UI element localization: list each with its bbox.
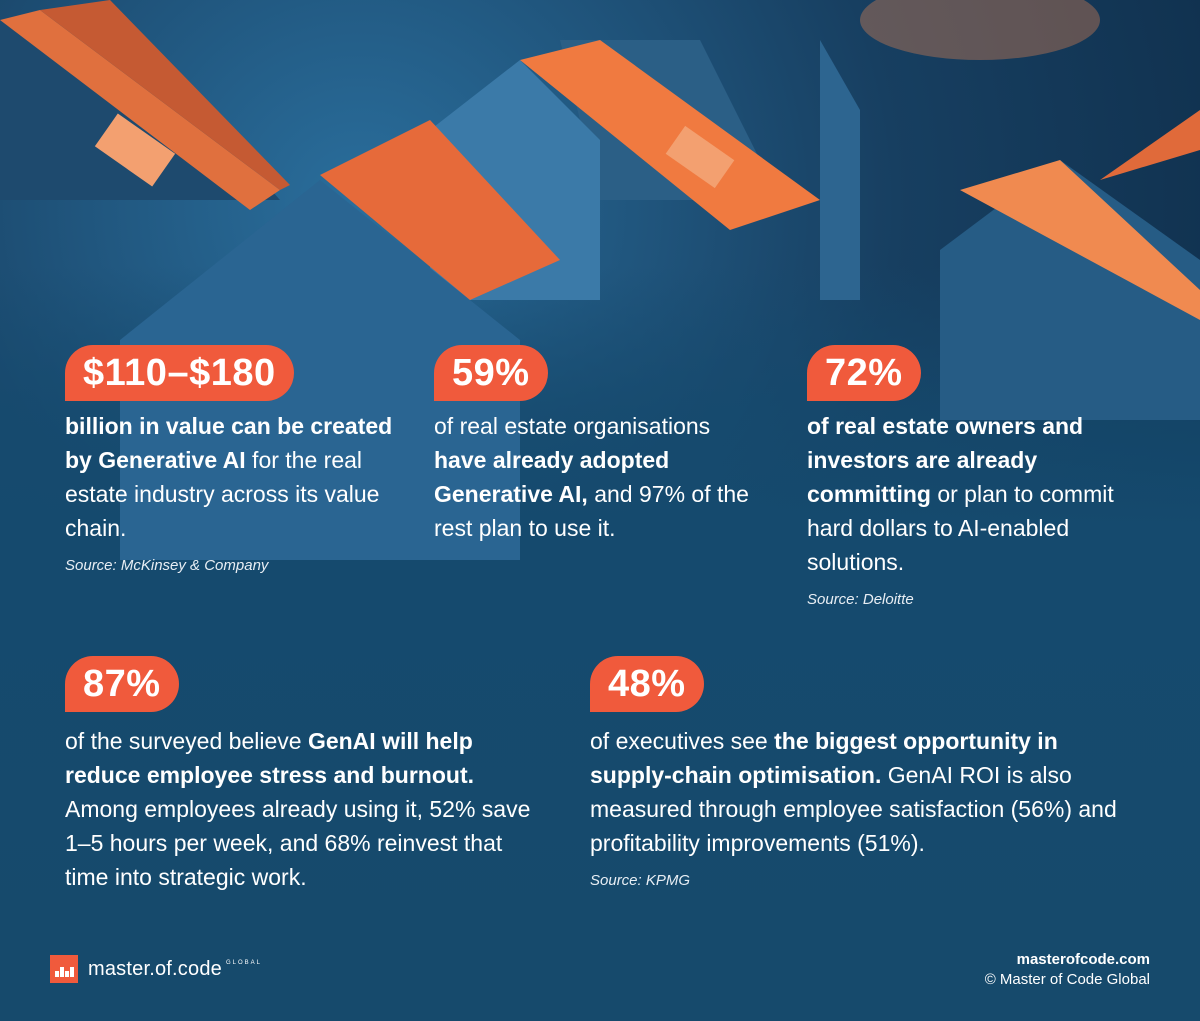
stat-source: Source: McKinsey & Company <box>65 557 269 574</box>
footer-credits: masterofcode.com © Master of Code Global <box>985 950 1150 990</box>
stat-employee-stress: 87% of the surveyed believe GenAI will h… <box>65 656 535 894</box>
stat-plain-text: of the surveyed believe <box>65 728 308 754</box>
stat-bold-text: have already adopted Generative AI, <box>434 447 670 507</box>
stat-source: Source: KPMG <box>590 872 691 889</box>
stat-bold-text: the biggest opportunity in supply-chain … <box>590 728 1058 788</box>
stat-description: of executives see the biggest opportunit… <box>590 724 1130 860</box>
stat-description: billion in value can be created by Gener… <box>65 409 395 545</box>
logo-wordmark: master.of.code <box>88 957 222 980</box>
stat-adoption: 59% of real estate organisations have al… <box>434 345 754 545</box>
stat-bold-text: GenAI will help reduce employee stress a… <box>65 728 475 788</box>
houses-illustration <box>0 0 1200 560</box>
stat-plain-text: Among employees already using it, 52% sa… <box>65 796 531 890</box>
stat-value-pill: $110–$180 <box>65 345 294 401</box>
stat-value-pill: 59% <box>434 345 548 401</box>
stat-plain-text: and 97% of the rest plan to use it. <box>434 481 749 541</box>
brand-logo: master.of.code GLOBAL <box>50 955 262 983</box>
stat-plain-text: for the real estate industry across its … <box>65 447 380 541</box>
stat-plain-text: GenAI ROI is also measured through emplo… <box>590 762 1117 856</box>
stat-value-pill: 72% <box>807 345 921 401</box>
logo-mark-icon <box>50 955 78 983</box>
stat-value-pill: 87% <box>65 656 179 712</box>
stat-description: of real estate owners and investors are … <box>807 409 1117 579</box>
stat-kpmg: 48% of executives see the biggest opport… <box>590 656 1130 889</box>
stat-source: Source: Deloitte <box>807 591 914 608</box>
stat-bold-text: billion in value can be created by Gener… <box>65 413 393 473</box>
logo-subtext: GLOBAL <box>225 960 262 966</box>
stat-description: of the surveyed believe GenAI will help … <box>65 724 535 894</box>
footer-website: masterofcode.com <box>1016 951 1150 968</box>
stat-plain-text: of executives see <box>590 728 775 754</box>
stat-description: of real estate organisations have alread… <box>434 409 754 545</box>
stat-deloitte: 72% of real estate owners and investors … <box>807 345 1117 608</box>
stat-bold-text: of real estate owners and investors are … <box>807 413 1084 507</box>
footer-copyright: © Master of Code Global <box>984 971 1150 988</box>
stat-mckinsey: $110–$180 billion in value can be create… <box>65 345 395 574</box>
stat-plain-text: or plan to commit hard dollars to AI-ena… <box>807 481 1114 575</box>
stat-value-pill: 48% <box>590 656 704 712</box>
stat-plain-text: of real estate organisations <box>434 413 711 439</box>
